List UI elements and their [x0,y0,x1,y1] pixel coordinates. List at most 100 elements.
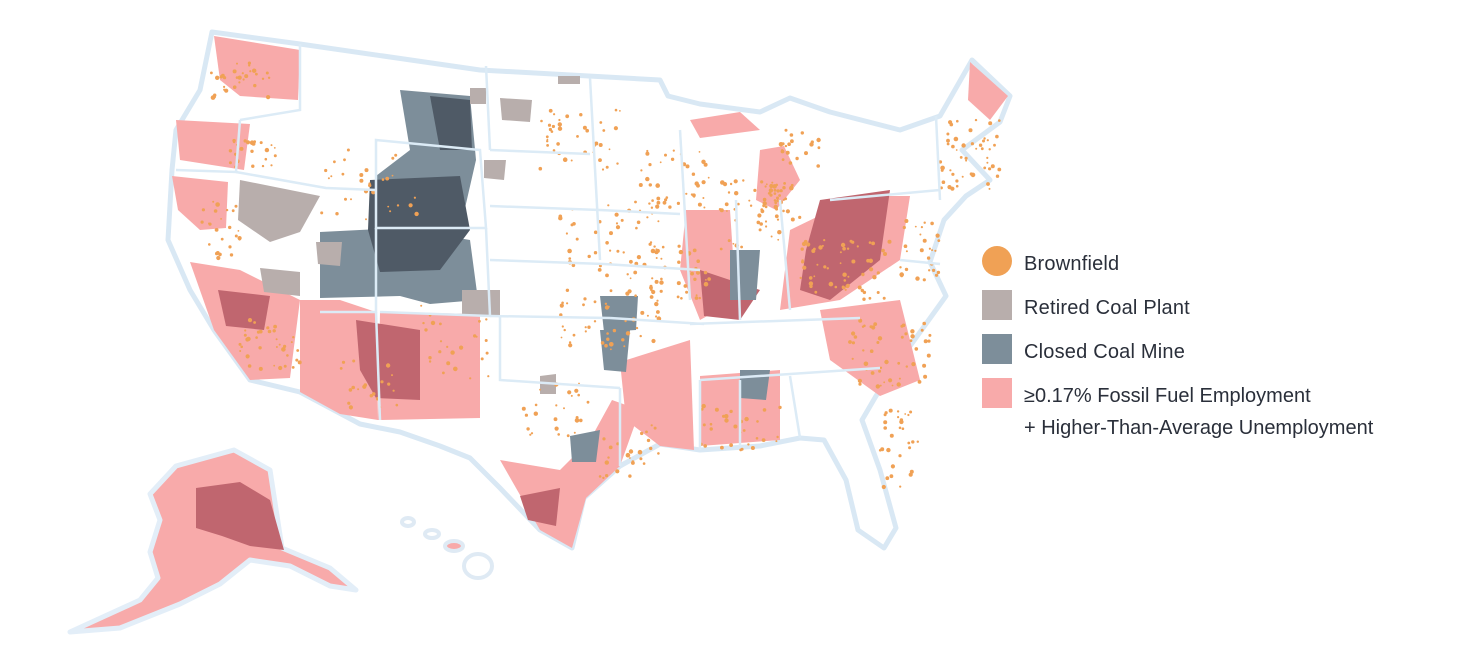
brownfield-dot [934,273,939,277]
brownfield-dot [696,183,700,188]
brownfield-dot [526,427,530,431]
brownfield-dot [896,382,901,387]
brownfield-dot [869,267,874,272]
brownfield-dot [988,187,991,190]
brownfield-dot [949,122,954,127]
brownfield-dot [703,281,709,287]
brownfield-dot [928,269,931,272]
brownfield-dot [557,433,560,436]
brownfield-dot [261,77,265,81]
brownfield-dot [524,413,529,417]
brownfield-dot [256,330,261,334]
brownfield-dot [759,222,763,226]
brownfield-dot [760,180,764,184]
brownfield-dot [645,151,650,156]
brownfield-dot [660,257,663,260]
brownfield-dot [550,130,554,133]
brownfield-dot [238,81,241,84]
brownfield-dot [801,241,807,247]
brownfield-dot [718,208,722,211]
brownfield-dot [848,340,852,344]
brownfield-dot [267,76,271,80]
brownfield-dot [899,266,902,269]
brownfield-dot [601,168,605,171]
brownfield-dot [473,334,477,338]
brownfield-dot [911,362,916,367]
brownfield-dot [566,434,570,438]
brownfield-dot [724,414,729,419]
brownfield-dot [530,432,534,435]
brownfield-dot [637,449,643,455]
brownfield-dot [676,201,681,205]
brownfield-dot [208,243,211,246]
brownfield-dot [659,280,664,285]
hawaii [400,516,494,580]
brownfield-dot [934,249,937,252]
brownfield-dot [879,384,882,387]
brownfield-dot [882,296,886,300]
brownfield-dot [612,328,617,333]
brownfield-dot [655,315,658,318]
brownfield-dot [757,213,762,218]
brownfield-dot [808,276,813,280]
brownfield-dot [620,218,624,222]
brownfield-dot [879,366,883,369]
brownfield-dot [995,174,1000,178]
brownfield-dot [242,78,245,81]
brownfield-dot [385,176,390,181]
brownfield-dot [946,132,950,136]
brownfield-dot [742,429,746,432]
brownfield-dot [574,388,579,393]
brownfield-dot [625,452,631,458]
brownfield-dot [910,329,915,334]
brownfield-dot [538,166,543,171]
brownfield-dot [696,259,700,264]
brownfield-dot [634,294,637,298]
brownfield-dot [344,197,347,201]
closed-mine-dark-regions [368,96,472,272]
brownfield-dot [634,261,639,266]
brownfield-dot [955,179,959,183]
alaska-dark-region [196,482,284,550]
brownfield-dot [851,331,856,336]
brownfield-dot [863,361,869,367]
brownfield-dot [901,323,906,328]
brownfield-dot [348,388,353,392]
brownfield-dot [702,197,705,199]
brownfield-dot [840,242,846,248]
brownfield-dot [862,349,865,352]
brownfield-dot [385,363,391,368]
brownfield-dot [577,393,580,397]
brownfield-dot [238,342,242,346]
brownfield-dot [870,371,875,375]
brownfield-dot [997,167,1002,172]
brownfield-dot [553,113,556,116]
brownfield-dot [387,205,390,208]
brownfield-dot [798,215,802,219]
brownfield-dot [974,118,978,122]
brownfield-dot [278,343,281,346]
legend-label: Brownfield [1024,253,1120,275]
brownfield-dot [907,441,911,445]
brownfield-dot [546,140,549,143]
brownfield-dot [646,438,651,443]
brownfield-dot [324,168,328,173]
brownfield-dot [648,183,652,187]
brownfield-dot [914,225,917,228]
brownfield-dot [949,169,952,172]
brownfield-dot [775,183,778,187]
brownfield-dot [593,300,597,304]
brownfield-dot [883,252,887,256]
brownfield-dot [484,339,488,342]
brownfield-dot [234,204,238,208]
brownfield-dot [760,208,764,212]
brownfield-dot [695,294,698,297]
brownfield-dot [697,202,702,207]
brownfield-dot [573,431,576,434]
brownfield-dot [734,191,739,196]
brownfield-dot [899,485,902,488]
brownfield-dot [570,159,573,162]
brownfield-dot [980,147,984,151]
brownfield-dot [813,275,816,278]
brownfield-dot [911,440,915,444]
